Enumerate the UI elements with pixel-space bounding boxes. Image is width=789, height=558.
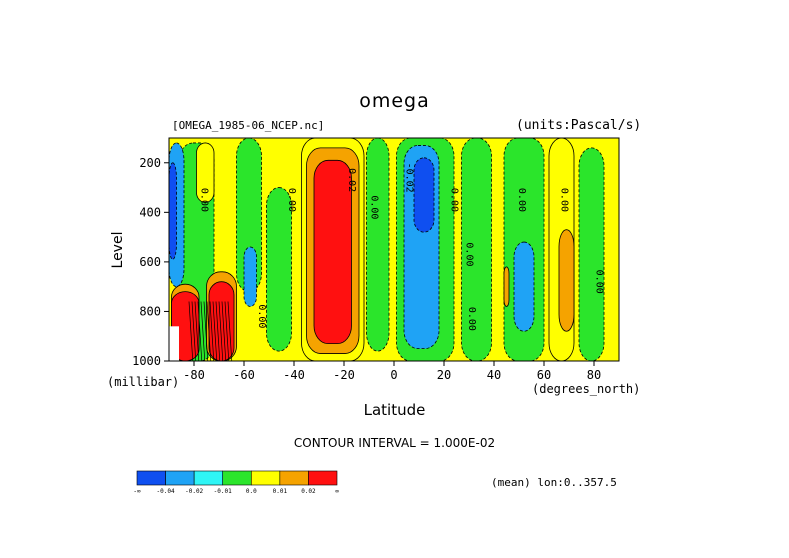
x-tick-label: 80 — [587, 368, 601, 382]
colorbar-label: -0.02 — [185, 488, 203, 495]
contour-line — [197, 301, 203, 362]
colorbar-label: -0.01 — [214, 488, 232, 495]
contour-line — [188, 301, 194, 362]
x-axis-label: Latitude — [363, 401, 426, 419]
colorbar-label: 0.01 — [273, 488, 288, 495]
colorbar-swatch — [193, 470, 224, 486]
contour-line — [221, 301, 227, 362]
terrain-mask — [169, 326, 179, 361]
contour-region — [513, 241, 535, 332]
contour-line — [209, 301, 215, 362]
x-tick-label: -20 — [333, 368, 355, 382]
colorbar-swatch — [136, 470, 166, 486]
contour-region — [266, 187, 292, 352]
contour-region — [313, 159, 352, 345]
x-tick-label: 40 — [487, 368, 501, 382]
contour-region — [413, 157, 435, 233]
colorbar-label: 0.0 — [246, 488, 257, 495]
contour-line — [215, 301, 221, 362]
colorbar-label: -∞ — [133, 488, 141, 495]
chart-title: omega — [359, 90, 430, 112]
y-tick-label: 200 — [139, 156, 161, 170]
contour-label: 0.00 — [286, 188, 297, 212]
contour-region — [558, 229, 575, 332]
contour-label: 0.00 — [369, 195, 380, 219]
contour-label: 0.02 — [346, 168, 357, 192]
contour-label: 0.00 — [256, 304, 267, 328]
x-axis-units: (degrees_north) — [532, 382, 641, 396]
contour-label: 0.00 — [449, 188, 460, 212]
contour-line — [200, 301, 206, 362]
contour-region — [168, 162, 177, 260]
contour-interval-label: CONTOUR INTERVAL = 1.000E-02 — [293, 436, 496, 450]
contour-label: 0.00 — [199, 188, 210, 212]
contour-region — [243, 246, 257, 307]
contour-label: 0.00 — [464, 242, 475, 266]
contour-label: 0.00 — [466, 307, 477, 331]
file-name-label: [OMEGA_1985-06_NCEP.nc] — [172, 119, 325, 132]
x-tick-label: -40 — [283, 368, 305, 382]
contour-region — [196, 142, 215, 203]
y-tick-label: 400 — [139, 205, 161, 219]
contour-region — [578, 147, 605, 362]
contour-line — [224, 301, 230, 362]
contour-region — [503, 266, 510, 307]
x-tick-label: 60 — [537, 368, 551, 382]
colorbar-swatch — [308, 470, 338, 486]
y-tick-label: 1000 — [132, 354, 161, 368]
contour-line — [206, 301, 212, 362]
colorbar-swatch — [250, 470, 281, 486]
contour-line — [218, 301, 224, 362]
colorbar-swatch — [165, 470, 195, 486]
contour-line — [191, 301, 197, 362]
mean-longitude-label: (mean) lon:0..357.5 — [491, 476, 617, 489]
contour-line — [227, 301, 233, 362]
x-tick-label: -80 — [183, 368, 205, 382]
colorbar-swatch — [222, 470, 252, 486]
contour-label: 0.00 — [559, 188, 570, 212]
contour-line — [203, 301, 209, 362]
colorbar-label: -0.04 — [157, 488, 175, 495]
units-label: (units:Pascal/s) — [516, 118, 642, 133]
x-tick-label: -60 — [233, 368, 255, 382]
y-tick-label: 800 — [139, 304, 161, 318]
y-axis-units: (millibar) — [107, 375, 180, 389]
contour-region — [366, 137, 390, 352]
y-tick-label: 600 — [139, 255, 161, 269]
x-tick-label: 0 — [390, 368, 397, 382]
contour-line — [194, 301, 200, 362]
contour-label: 0.00 — [594, 270, 605, 294]
colorbar-label: 0.02 — [301, 488, 316, 495]
colorbar-label: ∞ — [335, 488, 339, 495]
contour-label: 0.00 — [516, 188, 527, 212]
contour-line — [212, 301, 218, 362]
contour-label: -0.02 — [404, 163, 415, 193]
x-tick-label: 20 — [437, 368, 451, 382]
colorbar-swatch — [279, 470, 309, 486]
